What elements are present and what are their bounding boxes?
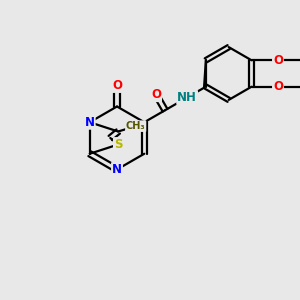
Text: N: N (85, 116, 95, 129)
Text: NH: NH (177, 91, 197, 104)
Text: O: O (273, 54, 283, 67)
Text: S: S (114, 138, 122, 151)
Text: O: O (112, 79, 122, 92)
Text: CH₃: CH₃ (126, 121, 146, 131)
Text: O: O (151, 88, 161, 101)
Text: O: O (273, 80, 283, 93)
Text: N: N (112, 163, 122, 176)
